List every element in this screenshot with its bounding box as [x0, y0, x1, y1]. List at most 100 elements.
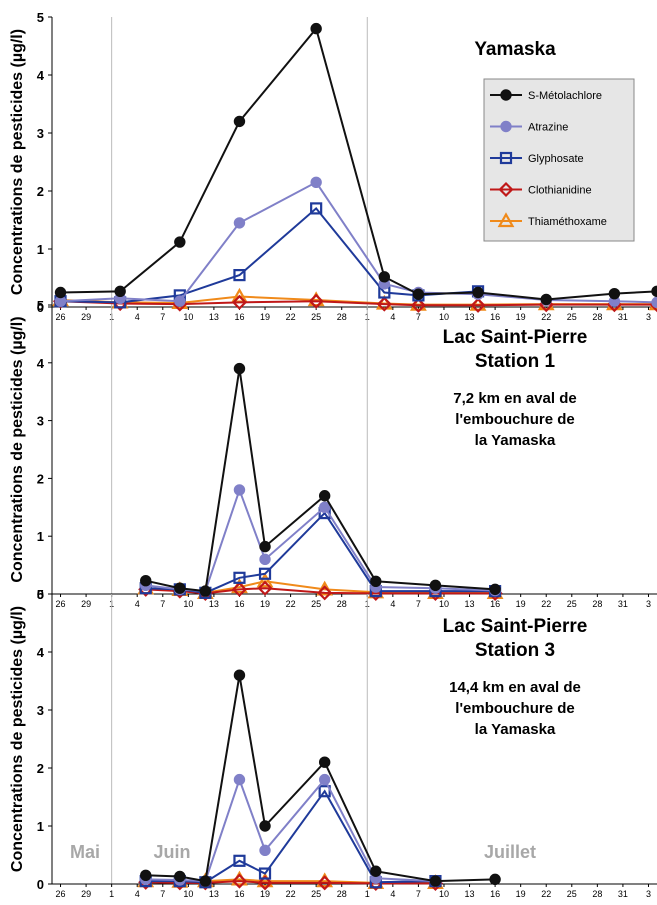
x-tick-label: 3	[646, 889, 651, 899]
x-tick-label: 29	[81, 599, 91, 609]
data-point	[257, 580, 273, 596]
legend-label: S-Métolachlore	[528, 90, 602, 102]
data-point	[140, 575, 152, 587]
x-tick-label: 19	[260, 889, 270, 899]
data-point	[412, 288, 425, 300]
y-tick-label: 0	[37, 587, 44, 602]
x-tick-label: 10	[439, 889, 449, 899]
legend-label: Thiaméthoxame	[528, 216, 607, 228]
y-tick-label: 0	[37, 300, 44, 315]
legend: S-Métolachlore Atrazine Glyphosate Clothian…	[483, 78, 635, 242]
x-tick-label: 7	[416, 889, 421, 899]
x-tick-label: 31	[618, 889, 628, 899]
x-tick-label: 4	[135, 599, 140, 609]
month-label: Juin	[153, 842, 190, 862]
data-point	[174, 870, 186, 883]
legend-marker	[497, 212, 515, 228]
data-point	[318, 756, 331, 768]
data-point	[233, 669, 246, 681]
x-tick-label: 28	[592, 312, 602, 322]
data-point	[257, 875, 273, 891]
data-point	[472, 286, 484, 299]
x-tick-label: 19	[516, 889, 526, 899]
data-point	[259, 844, 271, 857]
x-tick-label: 25	[311, 599, 321, 609]
series-s-m-tolachlore	[140, 362, 501, 597]
x-tick-label: 13	[209, 599, 219, 609]
data-point	[470, 297, 486, 313]
data-point	[258, 567, 272, 580]
x-tick-label: 7	[416, 599, 421, 609]
data-point	[54, 286, 67, 299]
x-tick-label: 19	[516, 312, 526, 322]
x-tick-label: 1	[109, 889, 114, 899]
chart-panel-2: 0123452629147101316192225281471013161922…	[9, 298, 657, 609]
y-axis-label: Concentrations de pesticides (µg/l)	[9, 606, 26, 872]
data-point	[174, 582, 186, 594]
x-tick-label: 22	[286, 312, 296, 322]
series-line	[145, 789, 436, 884]
x-tick-label: 31	[618, 599, 628, 609]
y-axis-label: Concentrations de pesticides (µg/l)	[9, 29, 26, 295]
data-point	[231, 581, 248, 597]
data-point	[233, 362, 246, 375]
x-tick-label: 16	[490, 599, 500, 609]
series-line	[145, 776, 436, 883]
x-tick-label: 13	[209, 312, 219, 322]
data-point	[259, 540, 271, 553]
x-tick-label: 4	[390, 889, 395, 899]
legend-item: Glyphosate	[490, 151, 584, 165]
legend-label: Clothianidine	[528, 185, 592, 197]
x-tick-label: 16	[490, 312, 500, 322]
y-tick-label: 4	[37, 356, 45, 371]
x-tick-label: 19	[260, 599, 270, 609]
chart-subtitle: l'embouchure de	[455, 700, 574, 717]
y-tick-label: 1	[37, 819, 44, 834]
chart-title: Yamaska	[474, 39, 556, 60]
y-tick-label: 1	[37, 242, 44, 257]
legend-marker	[499, 151, 513, 165]
data-point	[410, 297, 426, 313]
chart-panel-3: 0 1 2 3 4 5 26 29 1 4 7 10 13 16 19 22 25 28 1 4 7 10 13 16 19 22…	[9, 587, 657, 899]
data-point	[370, 575, 382, 587]
legend-marker	[500, 89, 512, 101]
y-tick-label: 5	[37, 587, 44, 602]
legend-item: S-Métolachlore	[490, 89, 602, 102]
x-tick-label: 10	[183, 889, 193, 899]
data-point	[258, 867, 272, 880]
x-tick-label: 7	[416, 312, 421, 322]
x-tick-label: 4	[135, 889, 140, 899]
x-tick-label: 16	[490, 889, 500, 899]
data-point	[231, 873, 248, 889]
x-tick-label: 29	[81, 312, 91, 322]
series-line	[145, 587, 496, 595]
x-tick-label: 10	[439, 312, 449, 322]
data-point	[233, 854, 246, 867]
x-tick-label: 7	[160, 599, 165, 609]
data-point	[651, 285, 657, 298]
x-tick-label: 4	[390, 599, 395, 609]
x-tick-label: 22	[286, 889, 296, 899]
month-label: Juillet	[484, 842, 536, 862]
x-tick-label: 10	[183, 312, 193, 322]
x-tick-label: 7	[160, 889, 165, 899]
x-tick-label: 26	[56, 312, 66, 322]
data-point	[256, 572, 274, 588]
data-point	[308, 293, 324, 309]
chart-station: Station 1	[475, 351, 556, 372]
x-tick-label: 22	[541, 312, 551, 322]
data-point	[259, 553, 271, 566]
data-point	[318, 773, 331, 786]
series-line	[145, 368, 496, 593]
legend-box	[483, 78, 635, 242]
data-point	[376, 296, 392, 312]
x-tick-label: 25	[567, 599, 577, 609]
y-tick-label: 4	[37, 68, 45, 83]
x-tick-label: 4	[135, 312, 140, 322]
data-point	[310, 176, 322, 189]
chart-station: Station 3	[475, 640, 555, 661]
data-point	[233, 269, 246, 282]
x-tick-label: 10	[439, 599, 449, 609]
data-point	[233, 115, 246, 128]
